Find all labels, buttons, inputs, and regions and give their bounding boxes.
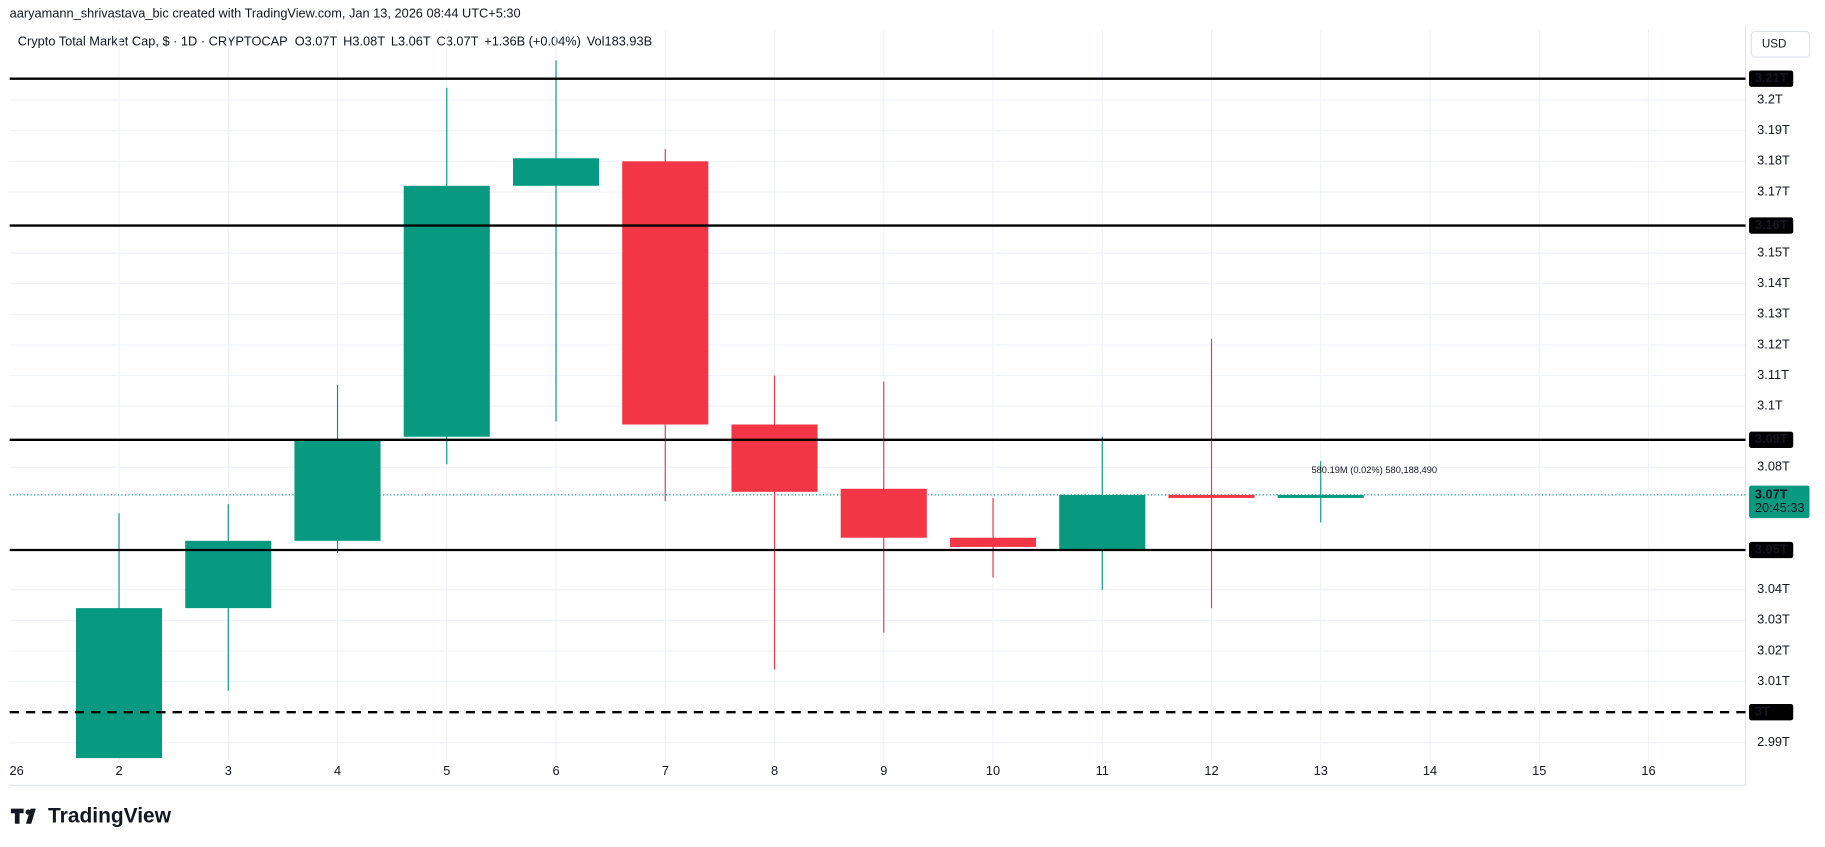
- y-tick-label: 3.04T: [1757, 581, 1790, 596]
- x-tick-label: 6: [552, 763, 559, 778]
- x-tick-label: 4: [334, 763, 341, 778]
- x-tick-label: 2: [115, 763, 122, 778]
- annotation: 580.19M (0.02%) 580,188,490: [1311, 465, 1437, 475]
- candle-body: [75, 608, 163, 759]
- candle-body: [731, 424, 818, 492]
- y-tick-label: 3.14T: [1757, 275, 1790, 290]
- x-tick-label: 14: [1423, 763, 1437, 778]
- y-tick-label: 3.17T: [1757, 183, 1790, 198]
- y-tick-label: 3.19T: [1757, 122, 1790, 137]
- candle-body: [294, 439, 381, 541]
- countdown: 20:45:33: [1755, 500, 1805, 515]
- legend-item: H: [343, 33, 352, 48]
- level-label: 3T: [1755, 704, 1770, 719]
- y-tick-label: 3.01T: [1757, 673, 1790, 688]
- x-tick-label: 8: [771, 763, 778, 778]
- price-tag: [1749, 485, 1810, 519]
- y-tick-label: 3.12T: [1757, 336, 1790, 351]
- candle-body: [840, 488, 927, 538]
- y-tick-label: 3.02T: [1757, 642, 1790, 657]
- currency-button[interactable]: [1750, 30, 1811, 58]
- level-label: 3.16T: [1755, 217, 1788, 232]
- y-tick-label: 3.11T: [1757, 367, 1789, 382]
- currency[interactable]: USD: [1762, 37, 1787, 50]
- level-label: 3.09T: [1755, 431, 1788, 446]
- legend-item: Vol: [587, 33, 605, 48]
- legend-item: 3.07T: [446, 33, 479, 48]
- x-tick-label: 9: [880, 763, 887, 778]
- y-tick-label: 3.13T: [1757, 306, 1790, 321]
- level-tag: [1749, 217, 1794, 234]
- x-tick-label: 12: [1204, 763, 1218, 778]
- y-tick-label: 3.08T: [1757, 459, 1790, 474]
- legend-item: C: [437, 33, 446, 48]
- candle-body: [403, 185, 490, 437]
- legend-item: +1.36B (+0.04%): [484, 33, 581, 48]
- brand-name: TradingView: [48, 804, 172, 827]
- level-tag: [1749, 70, 1794, 87]
- x-tick-label: 13: [1314, 763, 1328, 778]
- y-tick-label: 3.2T: [1757, 91, 1783, 106]
- candle-body: [1277, 494, 1364, 498]
- candle-body: [185, 540, 272, 609]
- x-tick-label: 3: [225, 763, 232, 778]
- x-tick-label: 5: [443, 763, 450, 778]
- legend-item: Crypto Total Market Cap, $ · 1D · CRYPTO…: [18, 33, 288, 48]
- candle-body: [949, 537, 1037, 547]
- candle-body: [512, 158, 600, 186]
- level-tag: [1749, 431, 1794, 448]
- legend-item: 3.08T: [352, 33, 385, 48]
- x-tick-label: 10: [986, 763, 1000, 778]
- legend-item: L: [391, 33, 398, 48]
- x-tick-label: 11: [1096, 763, 1109, 778]
- candle-body: [622, 161, 709, 425]
- brand-logo: [10, 808, 36, 824]
- y-tick-label: 3.18T: [1757, 153, 1790, 168]
- y-tick-label: 3.15T: [1757, 244, 1790, 259]
- legend-item: 183.93B: [604, 33, 652, 48]
- legend-item: 3.07T: [305, 33, 338, 48]
- x-tick-label: 7: [662, 763, 669, 778]
- y-tick-label: 3.03T: [1757, 612, 1790, 627]
- attribution: aaryamann_shrivastava_bic created with T…: [10, 5, 521, 20]
- candle-body: [1059, 494, 1146, 550]
- legend-item: O: [295, 33, 305, 48]
- x-tick-label: 26: [10, 763, 24, 778]
- x-tick-label: 16: [1641, 763, 1655, 778]
- x-tick-label: 15: [1532, 763, 1546, 778]
- level-tag: [1749, 704, 1794, 721]
- level-label: 3.05T: [1755, 541, 1788, 556]
- legend-item: 3.06T: [398, 33, 431, 48]
- y-tick-label: 3.1T: [1757, 398, 1783, 413]
- y-tick-label: 2.99T: [1757, 734, 1790, 749]
- candle-body: [1168, 494, 1255, 498]
- price-label: 3.07T: [1755, 486, 1788, 501]
- level-label: 3.21T: [1755, 70, 1788, 85]
- level-tag: [1749, 541, 1794, 559]
